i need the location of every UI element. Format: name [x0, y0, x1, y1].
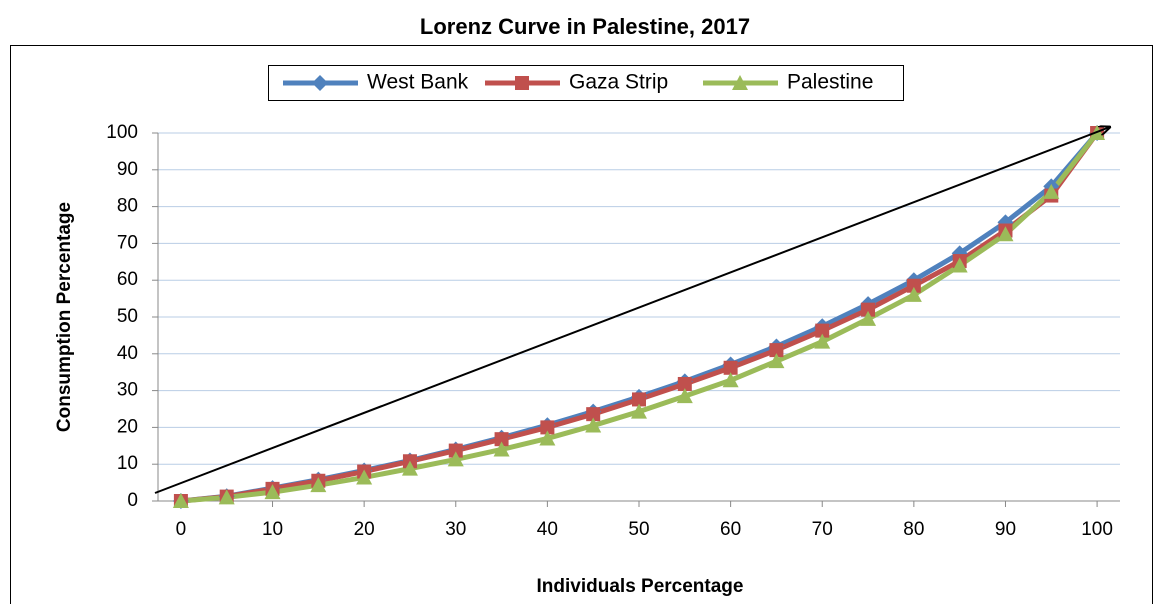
marker-triangle — [997, 226, 1014, 242]
marker-triangle — [951, 257, 968, 273]
y-tick-label: 0 — [127, 490, 138, 511]
marker-triangle — [732, 75, 748, 90]
marker-triangle — [631, 403, 647, 419]
legend-label: Gaza Strip — [569, 71, 668, 94]
x-tick-label: 0 — [176, 519, 187, 540]
legend-label: Palestine — [787, 71, 873, 94]
marker-diamond — [312, 75, 328, 91]
x-tick-label: 40 — [537, 519, 558, 540]
marker-triangle — [218, 489, 235, 505]
marker-square — [723, 360, 738, 375]
x-tick-label: 30 — [445, 519, 466, 540]
marker-square — [677, 376, 692, 391]
marker-triangle — [493, 441, 510, 457]
marker-triangle — [1043, 183, 1060, 199]
marker-triangle — [172, 493, 189, 508]
y-tick-label: 50 — [117, 306, 138, 327]
x-tick-label: 90 — [995, 519, 1016, 540]
marker-square — [540, 420, 555, 435]
legend-box — [268, 65, 904, 101]
marker-triangle — [768, 353, 785, 369]
marker-triangle — [814, 333, 831, 349]
y-axis-title: Consumption Percentage — [54, 202, 75, 432]
marker-square — [906, 278, 921, 293]
marker-triangle — [356, 469, 373, 485]
marker-triangle — [585, 417, 602, 433]
marker-square — [494, 432, 509, 447]
marker-square — [861, 302, 876, 317]
marker-triangle — [310, 477, 327, 493]
marker-triangle — [264, 484, 281, 500]
equality-arrow — [154, 127, 1110, 494]
marker-square — [586, 407, 601, 422]
x-axis-title: Individuals Percentage — [537, 576, 744, 597]
y-tick-label: 90 — [117, 159, 138, 180]
marker-square — [815, 323, 830, 338]
marker-square — [632, 392, 646, 407]
x-tick-label: 80 — [903, 519, 924, 540]
marker-triangle — [539, 430, 556, 446]
x-tick-label: 20 — [354, 519, 375, 540]
y-tick-label: 70 — [117, 232, 138, 253]
y-tick-label: 80 — [117, 196, 138, 217]
marker-square — [769, 343, 784, 358]
y-tick-label: 30 — [117, 380, 138, 401]
marker-triangle — [860, 310, 877, 326]
y-tick-label: 40 — [117, 343, 138, 364]
marker-triangle — [447, 451, 464, 467]
marker-triangle — [722, 372, 739, 388]
legend-label: West Bank — [367, 71, 469, 94]
marker-triangle — [676, 388, 693, 404]
y-tick-label: 10 — [117, 453, 138, 474]
marker-triangle — [905, 286, 922, 302]
marker-square — [515, 76, 529, 90]
x-tick-label: 70 — [812, 519, 833, 540]
x-tick-label: 50 — [628, 519, 649, 540]
marker-square — [448, 443, 463, 458]
y-tick-label: 100 — [106, 122, 138, 143]
x-tick-label: 10 — [262, 519, 283, 540]
marker-triangle — [401, 460, 418, 476]
x-tick-label: 60 — [720, 519, 741, 540]
x-tick-label: 100 — [1081, 519, 1113, 540]
y-tick-label: 20 — [117, 416, 138, 437]
chart-title: Lorenz Curve in Palestine, 2017 — [420, 14, 750, 39]
y-tick-label: 60 — [117, 269, 138, 290]
